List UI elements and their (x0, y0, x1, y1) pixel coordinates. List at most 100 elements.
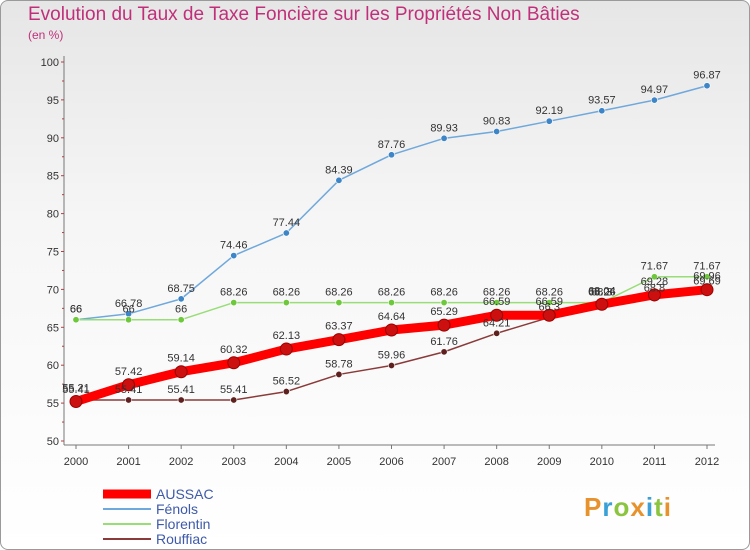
data-label-fenols: 94.97 (641, 84, 669, 96)
x-tick-label: 2007 (432, 456, 456, 468)
data-label-florentin: 66 (175, 304, 187, 316)
data-label-aussac: 66.59 (535, 296, 563, 308)
data-label-fenols: 87.76 (378, 139, 406, 151)
data-label-florentin: 68.26 (220, 287, 248, 299)
data-point-rouffiac (387, 362, 395, 370)
data-point-florentin (177, 316, 185, 324)
data-label-fenols: 92.19 (535, 105, 563, 117)
data-point-florentin (335, 299, 343, 307)
data-label-rouffiac: 55.41 (167, 384, 195, 396)
data-label-fenols: 84.39 (325, 164, 353, 176)
chart-title: Evolution du Taux de Taxe Foncière sur l… (28, 4, 580, 25)
logo-letter: o (613, 492, 631, 522)
y-tick-label: 95 (47, 95, 59, 107)
data-point-fenols (230, 252, 238, 260)
data-label-fenols: 66 (70, 304, 82, 316)
data-point-fenols (598, 107, 606, 115)
data-point-rouffiac (177, 396, 185, 404)
data-point-fenols (387, 151, 395, 159)
data-label-fenols: 77.44 (273, 217, 301, 229)
y-tick-label: 60 (47, 360, 59, 372)
data-label-rouffiac: 59.96 (378, 350, 406, 362)
data-point-florentin (650, 273, 658, 281)
data-label-florentin: 66 (122, 304, 134, 316)
data-point-fenols (545, 117, 553, 125)
y-tick-label: 70 (47, 284, 59, 296)
data-label-rouffiac: 66.3 (539, 301, 560, 313)
data-label-florentin: 66 (70, 304, 82, 316)
x-tick-label: 2012 (695, 456, 719, 468)
data-label-rouffiac: 56.52 (273, 376, 301, 388)
data-label-aussac: 66.59 (483, 296, 511, 308)
data-point-aussac (700, 283, 714, 297)
data-label-florentin: 68.26 (273, 287, 301, 299)
data-label-florentin: 68.26 (588, 287, 616, 299)
data-point-aussac (385, 323, 398, 337)
data-label-aussac: 57.42 (115, 366, 143, 378)
data-label-aussac: 69.28 (641, 276, 669, 288)
data-point-fenols (493, 128, 501, 136)
logo-letter: i (645, 492, 655, 522)
data-point-florentin (703, 273, 711, 281)
legend-label-rouffiac: Rouffiac (156, 531, 207, 547)
data-point-rouffiac (440, 348, 448, 356)
data-point-aussac (595, 297, 609, 311)
legend-label-florentin: Florentin (156, 516, 210, 532)
x-tick-label: 2001 (116, 456, 140, 468)
data-point-aussac (490, 308, 504, 322)
legend-label-fenols: Fénols (156, 501, 198, 517)
y-tick-label: 75 (47, 247, 59, 259)
data-point-rouffiac (493, 329, 501, 337)
data-point-aussac (122, 378, 136, 392)
data-point-florentin (440, 299, 448, 307)
data-point-aussac (437, 318, 451, 332)
data-label-florentin: 68.26 (483, 287, 511, 299)
data-label-rouffiac: 61.76 (430, 336, 458, 348)
data-label-rouffiac: 55.41 (220, 384, 248, 396)
data-label-florentin: 68.26 (535, 287, 563, 299)
data-point-fenols (282, 229, 290, 237)
data-label-aussac: 55.21 (62, 383, 90, 395)
data-point-fenols (335, 176, 343, 184)
data-label-rouffiac: 55.41 (115, 384, 143, 396)
data-label-florentin: 68.26 (325, 287, 353, 299)
y-tick-label: 80 (47, 209, 59, 221)
logo-letter: P (584, 492, 603, 522)
legend-label-aussac: AUSSAC (156, 486, 214, 502)
y-tick-label: 50 (47, 436, 59, 448)
data-label-rouffiac: 55.41 (62, 384, 90, 396)
data-point-aussac (542, 308, 556, 322)
data-label-fenols: 68.75 (167, 283, 195, 295)
data-point-aussac (647, 288, 661, 302)
data-point-aussac (279, 342, 293, 356)
data-label-rouffiac: 69.69 (693, 276, 721, 288)
data-point-fenols (703, 82, 711, 90)
data-label-aussac: 59.14 (167, 353, 195, 365)
x-tick-label: 2010 (590, 456, 614, 468)
data-point-florentin (545, 299, 553, 307)
chart-subtitle: (en %) (28, 28, 64, 42)
data-point-aussac (69, 395, 83, 409)
logo-letter: x (630, 492, 646, 522)
x-tick-label: 2011 (643, 456, 667, 468)
series-points (69, 82, 714, 409)
data-label-rouffiac: 58.78 (325, 358, 353, 370)
y-tick-label: 100 (41, 57, 59, 69)
logo-letter: r (602, 492, 614, 522)
x-tick-label: 2003 (222, 456, 246, 468)
y-tick-label: 90 (47, 133, 59, 145)
data-label-aussac: 65.29 (430, 306, 458, 318)
data-label-florentin: 68.26 (430, 287, 458, 299)
data-label-florentin: 71.67 (641, 261, 669, 273)
data-label-fenols: 90.83 (483, 116, 511, 128)
data-label-aussac: 69.96 (693, 271, 721, 283)
data-label-fenols: 89.93 (430, 122, 458, 134)
data-label-aussac: 63.37 (325, 321, 353, 333)
data-point-aussac (227, 356, 241, 370)
data-label-fenols: 74.46 (220, 240, 248, 252)
proxiti-logo: Proxiti (584, 492, 672, 523)
data-point-florentin (493, 299, 501, 307)
